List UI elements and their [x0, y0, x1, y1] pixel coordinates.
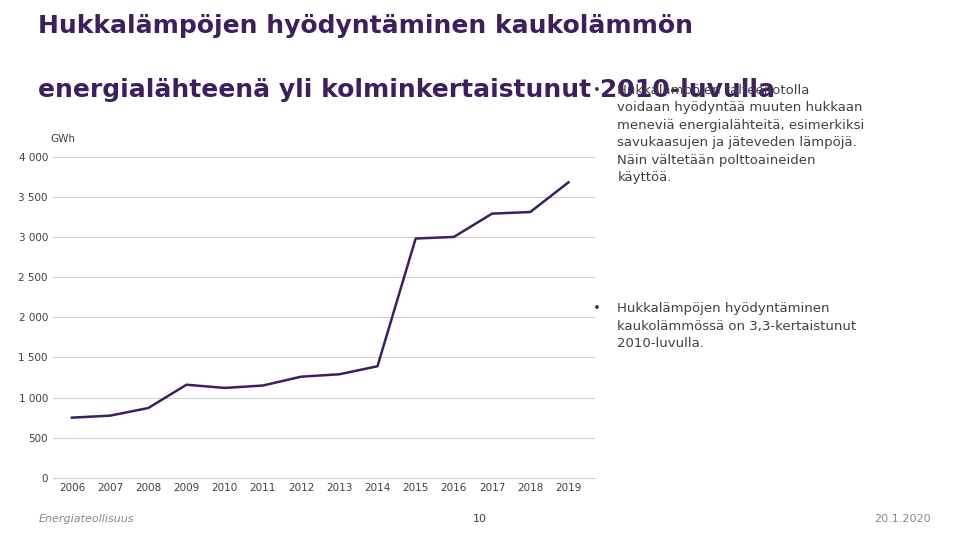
Text: Energiateollisuus: Energiateollisuus [38, 514, 133, 524]
Text: •: • [593, 302, 601, 315]
Text: Hukkalämpöjen talteenotolla
voidaan hyödyntää muuten hukkaan
meneviä energialäht: Hukkalämpöjen talteenotolla voidaan hyöd… [617, 84, 865, 184]
Text: 20.1.2020: 20.1.2020 [875, 514, 931, 524]
Text: 10: 10 [473, 514, 487, 524]
Text: •: • [593, 84, 601, 97]
Text: energialähteenä yli kolminkertaistunut 2010-luvulla: energialähteenä yli kolminkertaistunut 2… [38, 78, 776, 102]
Text: Hukkalämpöjen hyödyntäminen kaukolämmön: Hukkalämpöjen hyödyntäminen kaukolämmön [38, 14, 693, 37]
Text: GWh: GWh [50, 134, 75, 144]
Text: Hukkalämpöjen hyödyntäminen
kaukolämmössä on 3,3-kertaistunut
2010-luvulla.: Hukkalämpöjen hyödyntäminen kaukolämmöss… [617, 302, 856, 350]
